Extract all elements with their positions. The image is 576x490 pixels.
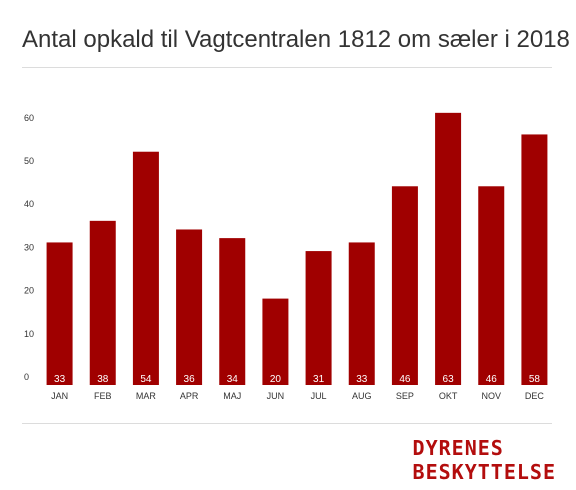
bar-value-label: 58 (529, 374, 541, 385)
y-tick-label: 40 (24, 199, 34, 209)
bar-value-label: 46 (486, 374, 498, 385)
bar-feb (89, 220, 116, 385)
x-tick-label: JUN (267, 391, 285, 401)
y-tick-label: 50 (24, 156, 34, 166)
y-tick-label: 30 (24, 242, 34, 252)
bar-okt (435, 112, 462, 385)
x-tick-label: SEP (396, 391, 414, 401)
bar-jun (262, 298, 289, 385)
y-tick-label: 10 (24, 329, 34, 339)
title-divider (22, 67, 552, 68)
x-tick-label: APR (180, 391, 199, 401)
x-tick-label: JUL (311, 391, 327, 401)
x-tick-label: FEB (94, 391, 112, 401)
footer-divider (22, 423, 552, 424)
y-tick-label: 0 (24, 372, 29, 382)
chart-title: Antal opkald til Vagtcentralen 1812 om s… (22, 26, 570, 53)
y-tick-label: 60 (24, 113, 34, 123)
bar-value-label: 36 (184, 374, 196, 385)
bar-dec (521, 134, 548, 385)
brand-logo-line1: DYRENES (412, 436, 504, 460)
bar-value-label: 33 (54, 374, 66, 385)
x-tick-label: MAR (136, 391, 157, 401)
x-tick-label: DEC (525, 391, 545, 401)
bar-value-label: 31 (313, 374, 325, 385)
x-tick-label: OKT (439, 391, 458, 401)
bar-maj (219, 238, 246, 385)
bar-apr (176, 229, 203, 385)
bar-value-label: 20 (270, 374, 282, 385)
bar-value-label: 46 (399, 374, 411, 385)
bar-jan (46, 242, 73, 385)
x-tick-label: AUG (352, 391, 372, 401)
bar-mar (132, 151, 159, 385)
bar-nov (478, 186, 505, 385)
bar-chart: 0 10 20 30 40 50 60 33 JAN 38 FEB 54 MAR 36 APR 34 MAJ 20… (24, 112, 548, 401)
bar-jul (305, 251, 332, 385)
bar-value-label: 38 (97, 374, 109, 385)
bar-value-label: 63 (443, 374, 455, 385)
bar-value-label: 33 (356, 374, 368, 385)
bar-sep (391, 186, 418, 385)
y-tick-label: 20 (24, 286, 34, 296)
brand-logo-line2: BESKYTTELSE (412, 460, 556, 484)
bar-value-label: 54 (140, 374, 152, 385)
x-tick-label: NOV (481, 391, 501, 401)
x-tick-label: MAJ (223, 391, 241, 401)
brand-logo: DYRENES BESKYTTELSE (413, 436, 556, 484)
x-tick-label: JAN (51, 391, 68, 401)
bar-aug (348, 242, 375, 385)
bar-value-label: 34 (227, 374, 239, 385)
